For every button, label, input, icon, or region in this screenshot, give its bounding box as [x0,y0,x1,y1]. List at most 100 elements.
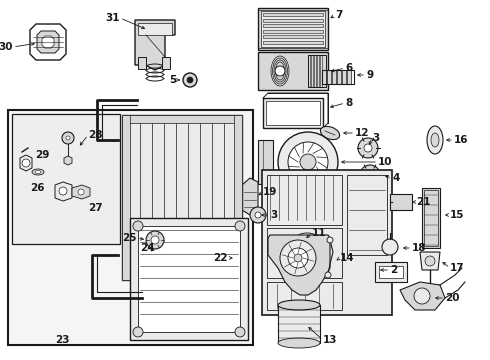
Circle shape [294,254,302,262]
Bar [320,55,322,87]
Bar [347,175,387,255]
Circle shape [233,253,247,267]
Text: 12: 12 [355,128,369,138]
Bar [322,70,326,84]
Text: 19: 19 [263,187,277,197]
Circle shape [22,159,30,167]
Bar [234,115,242,280]
Text: 7: 7 [335,10,343,20]
Text: 11: 11 [312,228,326,238]
Circle shape [238,258,242,262]
Polygon shape [135,20,175,70]
Text: 25: 25 [122,233,137,243]
Text: 20: 20 [445,293,460,303]
Bar [258,52,328,90]
Bar [258,8,328,50]
Polygon shape [268,235,330,295]
Text: 17: 17 [450,263,465,273]
Bar [308,55,310,87]
Circle shape [78,189,84,195]
Bar [332,70,336,84]
Bar [138,57,146,69]
Bar [130,218,248,340]
Ellipse shape [427,126,443,154]
Bar [314,55,316,87]
Circle shape [133,221,143,231]
Bar [263,30,323,32]
Polygon shape [422,188,440,248]
Text: 27: 27 [88,203,102,213]
Bar [261,11,325,47]
Bar [327,70,331,84]
Bar [138,226,240,332]
Circle shape [327,237,333,243]
Bar [342,70,346,84]
Bar [162,57,170,69]
Circle shape [187,77,193,83]
Bar [347,70,351,84]
Text: 18: 18 [412,243,426,253]
Bar [278,305,320,343]
Circle shape [360,165,380,185]
Circle shape [133,327,143,337]
Polygon shape [20,155,32,171]
Bar [375,262,407,282]
Circle shape [414,288,430,304]
Bar [263,24,323,27]
Circle shape [66,136,70,140]
Text: 28: 28 [88,130,102,140]
Ellipse shape [278,338,320,348]
Ellipse shape [35,171,41,174]
Circle shape [235,327,245,337]
Polygon shape [72,185,90,199]
Circle shape [300,154,316,170]
Bar [122,115,242,280]
Text: 5: 5 [169,75,176,85]
Bar [263,35,323,38]
Text: 26: 26 [30,183,45,193]
Bar [317,55,319,87]
Bar [322,70,354,84]
Circle shape [235,221,245,231]
Bar [263,13,323,16]
Text: 10: 10 [378,157,392,167]
Ellipse shape [32,169,44,175]
Text: 23: 23 [55,335,70,345]
Polygon shape [55,182,72,201]
Polygon shape [42,36,54,48]
Polygon shape [37,31,59,53]
Bar [424,190,438,246]
Text: 24: 24 [140,243,155,253]
Circle shape [280,240,316,276]
Circle shape [303,249,311,257]
Circle shape [146,231,164,249]
Circle shape [255,212,261,218]
Text: 16: 16 [454,135,468,145]
Bar [8,110,253,345]
Text: 6: 6 [345,63,352,73]
Text: 31: 31 [105,13,120,23]
Polygon shape [258,140,273,184]
Polygon shape [30,24,66,60]
Bar [12,114,120,244]
Circle shape [62,132,74,144]
Bar [122,272,242,280]
Circle shape [250,207,266,223]
Bar [311,55,313,87]
Text: 2: 2 [390,265,397,275]
Bar [122,115,130,280]
Text: 30: 30 [0,42,13,52]
Text: 15: 15 [450,210,465,220]
Ellipse shape [320,126,340,140]
Polygon shape [400,282,445,310]
Ellipse shape [431,133,439,147]
Circle shape [366,171,374,179]
Polygon shape [64,156,72,165]
Text: 21: 21 [416,197,431,207]
Bar [263,98,323,128]
Circle shape [297,243,317,263]
Ellipse shape [278,300,320,310]
Text: 22: 22 [214,253,228,263]
Text: 3: 3 [270,210,277,220]
Circle shape [425,256,435,266]
